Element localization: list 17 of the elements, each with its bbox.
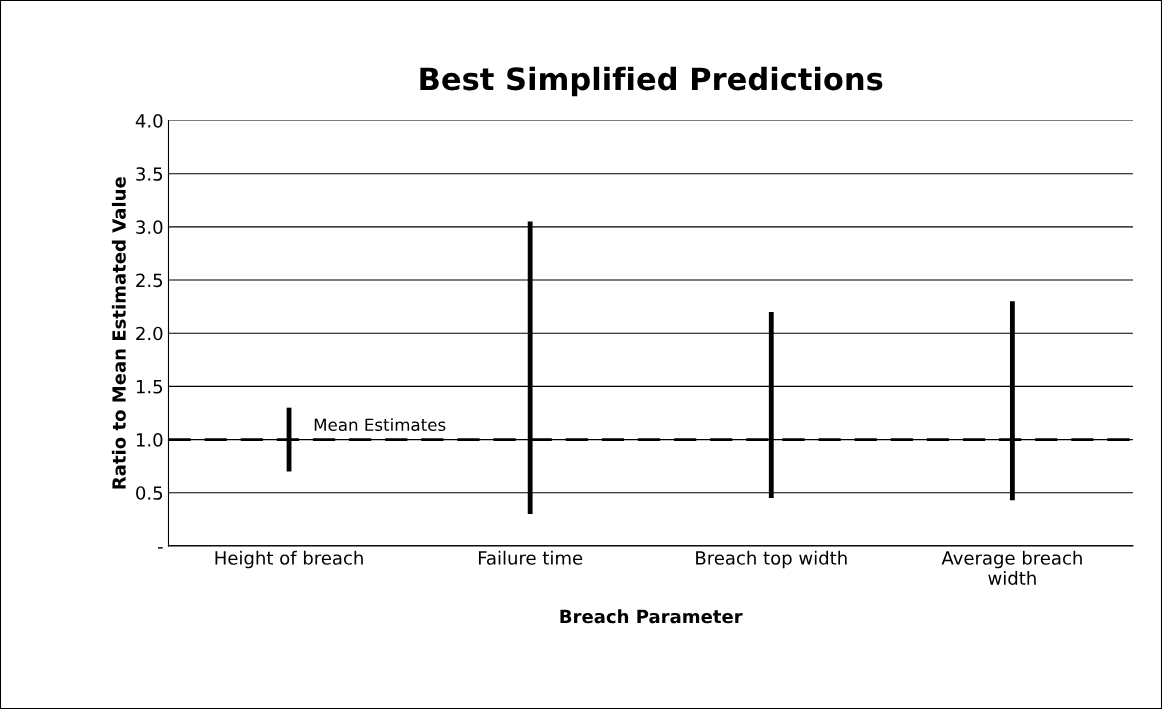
x-tick-label: Average breach width xyxy=(941,550,1082,585)
x-tick-label: Breach top width xyxy=(696,550,847,569)
y-tick-label: - xyxy=(158,547,163,549)
ref-line-label: Mean Estimates xyxy=(314,418,446,432)
y-tick-label: 3.5 xyxy=(136,167,163,181)
y-tick-label: 2.5 xyxy=(136,273,163,288)
y-tick-label: 0.5 xyxy=(136,486,163,500)
x-tick-label: Height of breach xyxy=(215,550,363,569)
y-tick-label: 3.0 xyxy=(136,220,163,234)
y-tick-label: 4.0 xyxy=(135,113,163,128)
x-tick-label: Failure time xyxy=(478,550,583,565)
y-axis-title: Ratio to Mean Estimated Value xyxy=(111,177,126,489)
chart-title: Best Simplified Predictions xyxy=(420,66,883,97)
x-axis-title: Breach Parameter xyxy=(560,609,743,624)
y-tick-label: 1.0 xyxy=(136,433,163,447)
y-tick-label: 2.0 xyxy=(136,326,163,341)
y-tick-label: 1.5 xyxy=(136,380,163,394)
